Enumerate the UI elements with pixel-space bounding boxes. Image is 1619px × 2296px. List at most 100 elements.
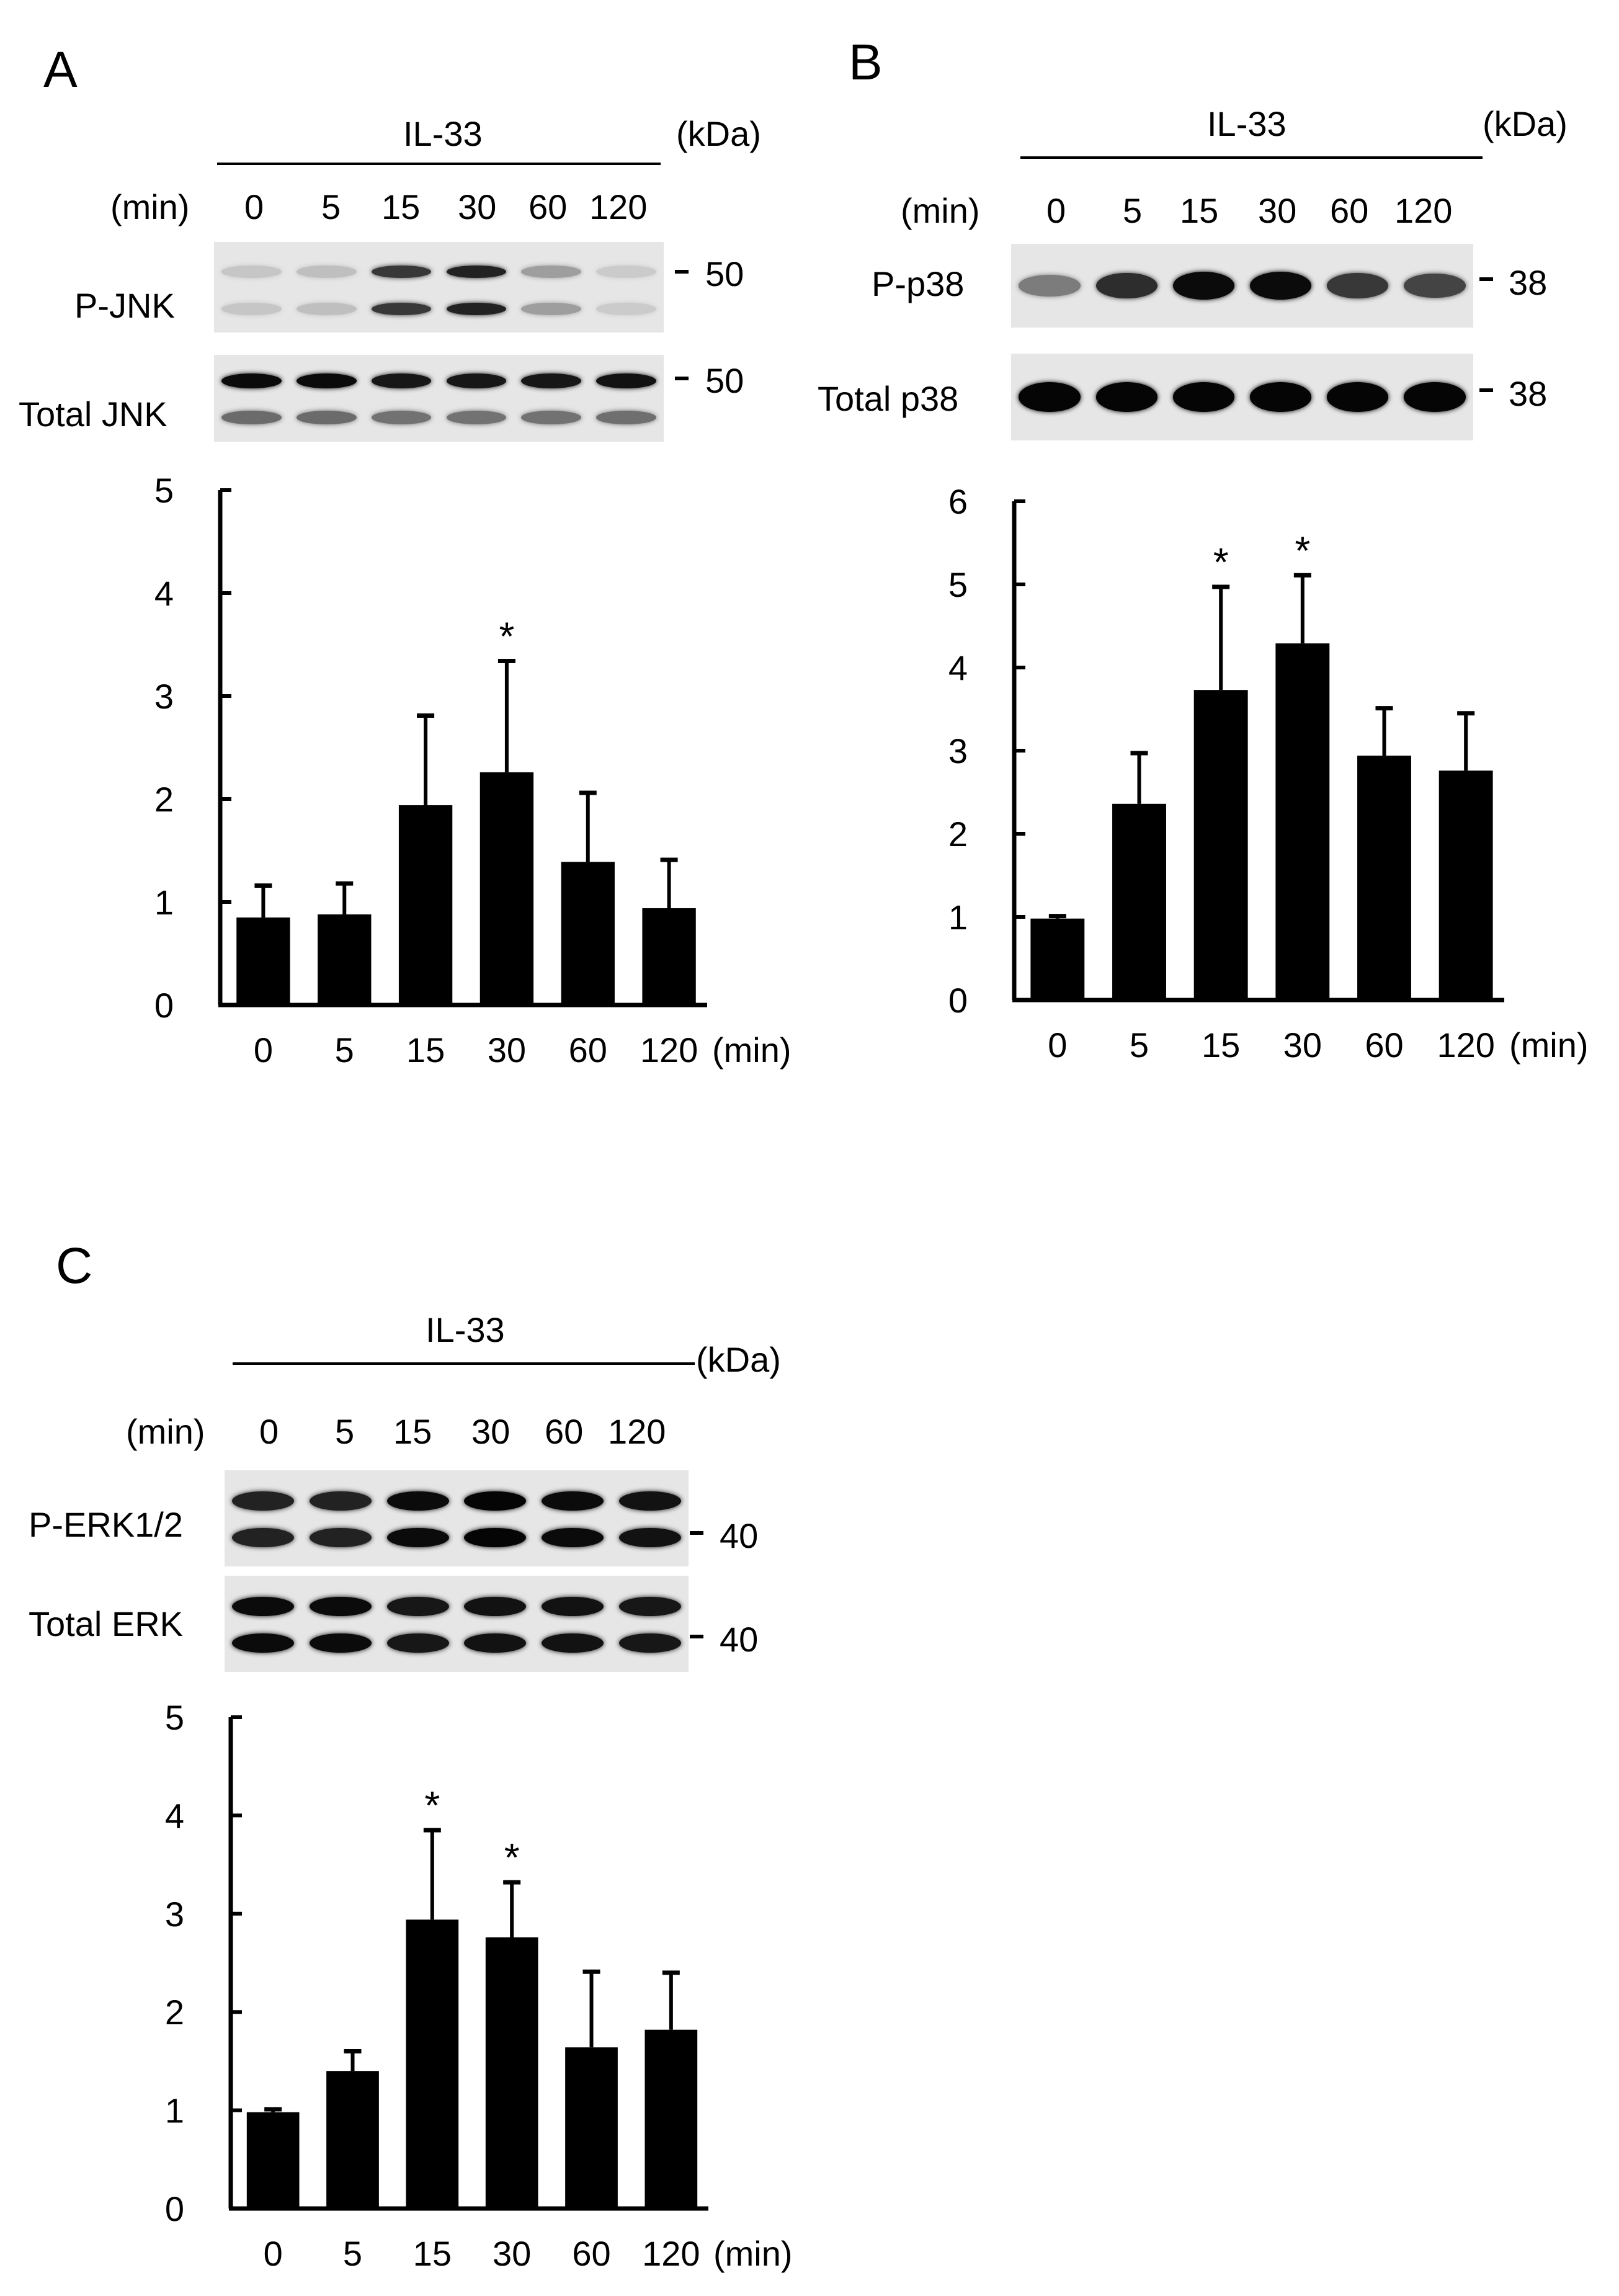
blot-label: Total p38: [818, 379, 959, 418]
x-tick-label: 30: [493, 2234, 531, 2273]
western-blot-total-p38: [1011, 354, 1473, 440]
blot-band: [446, 410, 507, 424]
blot-label: P-JNK: [74, 286, 175, 325]
bar: [246, 2112, 300, 2209]
min-label: (min): [110, 187, 190, 226]
y-tick-label: 1: [165, 2091, 184, 2130]
western-blot-total-jnk: [214, 355, 664, 442]
kda-label: (kDa): [696, 1340, 781, 1379]
blot-band: [371, 265, 432, 279]
significance-mark: *: [1213, 540, 1229, 584]
blot-band: [386, 1528, 449, 1547]
min-label: (min): [901, 191, 980, 230]
x-tick-label: 120: [640, 1030, 698, 1070]
blot-band: [464, 1597, 527, 1617]
lane-label: 30: [471, 1412, 511, 1451]
significance-mark: *: [499, 614, 514, 659]
lane-label: 0: [259, 1412, 279, 1451]
blot-band: [371, 302, 432, 316]
bar: [1030, 918, 1085, 1000]
blot-band: [446, 302, 507, 316]
bar-chart-a: 0 1 2 3 4 5 0 5 15 * 30 60 120 (min): [154, 471, 792, 1070]
panel-b: B IL-33 (kDa) (min) 0 5 15 30 60 120 P-p…: [806, 0, 1619, 1117]
blot-band: [1327, 382, 1389, 412]
blot-band: [371, 373, 432, 388]
bar: [565, 2047, 618, 2209]
y-tick-label: 0: [948, 981, 968, 1020]
lane-label: 5: [1123, 191, 1143, 230]
bar: [1193, 690, 1248, 1000]
x-tick-label: 15: [413, 2234, 452, 2273]
lane-label: 60: [1330, 191, 1369, 230]
blot-band: [618, 1633, 681, 1653]
y-tick-label: 3: [165, 1895, 184, 1934]
blot-band: [1404, 382, 1466, 412]
blot-band: [1019, 275, 1081, 297]
blot-band: [1327, 273, 1389, 298]
western-blot-p-jnk: [214, 242, 664, 333]
y-tick-label: 4: [154, 574, 174, 613]
bar: [326, 2071, 379, 2209]
blot-band: [386, 1633, 449, 1653]
treatment-label: IL-33: [426, 1310, 505, 1349]
marker-label: 38: [1509, 374, 1548, 413]
blot-band: [221, 410, 282, 424]
lane-label: 120: [589, 187, 648, 226]
marker-label: 40: [720, 1516, 759, 1555]
x-tick-label: 5: [343, 2234, 362, 2273]
blot-label: P-ERK1/2: [29, 1505, 183, 1544]
blot-band: [618, 1491, 681, 1511]
treatment-line: [217, 163, 661, 165]
blot-band: [618, 1597, 681, 1617]
blot-band: [386, 1491, 449, 1511]
bar-chart-c: 0 1 2 3 4 5 0 5 * 15 * 30 60 120 (min): [165, 1698, 793, 2273]
kda-label: (kDa): [1483, 104, 1568, 143]
y-tick-label: 3: [154, 677, 174, 716]
marker-tick: [675, 377, 689, 380]
blot-label: Total ERK: [29, 1604, 183, 1643]
lane-label: 30: [1258, 191, 1297, 230]
x-tick-label: 120: [1437, 1025, 1494, 1065]
blot-band: [596, 302, 656, 316]
y-tick-label: 0: [154, 986, 174, 1025]
treatment-label: IL-33: [403, 114, 483, 153]
blot-band: [310, 1528, 372, 1547]
blot-band: [542, 1633, 604, 1653]
bar: [1438, 771, 1493, 1000]
blot-band: [464, 1633, 527, 1653]
lane-label: 60: [529, 187, 568, 226]
blot-band: [310, 1597, 372, 1617]
x-tick-label: 15: [1202, 1025, 1240, 1065]
y-tick-label: 1: [948, 898, 968, 937]
blot-band: [542, 1528, 604, 1547]
blot-band: [371, 410, 432, 424]
lane-label: 0: [244, 187, 264, 226]
treatment-label: IL-33: [1207, 104, 1287, 143]
blot-band: [446, 265, 507, 279]
blot-band: [296, 265, 357, 279]
blot-band: [521, 265, 582, 279]
panel-letter: B: [849, 34, 883, 91]
y-tick-label: 2: [165, 1993, 184, 2032]
y-tick-label: 5: [154, 471, 174, 510]
lane-label: 0: [1046, 191, 1066, 230]
blot-band: [1404, 273, 1466, 298]
y-tick-label: 5: [165, 1698, 184, 1737]
x-axis-label: (min): [712, 1030, 792, 1070]
min-label: (min): [126, 1412, 205, 1451]
lane-label: 60: [545, 1412, 584, 1451]
x-axis-label: (min): [1509, 1025, 1589, 1065]
lane-label: 5: [335, 1412, 355, 1451]
bar: [479, 772, 534, 1005]
bar: [406, 1919, 459, 2209]
western-blot-p-erk: [225, 1470, 689, 1566]
blot-band: [232, 1597, 295, 1617]
blot-band: [232, 1528, 295, 1547]
x-tick-label: 5: [335, 1030, 354, 1070]
bar: [642, 908, 696, 1005]
blot-band: [232, 1491, 295, 1511]
bar: [644, 2029, 698, 2209]
panel-c: C IL-33 (kDa) (min) 0 5 15 30 60 120 P-E…: [0, 1216, 806, 2296]
blot-band: [521, 410, 582, 424]
